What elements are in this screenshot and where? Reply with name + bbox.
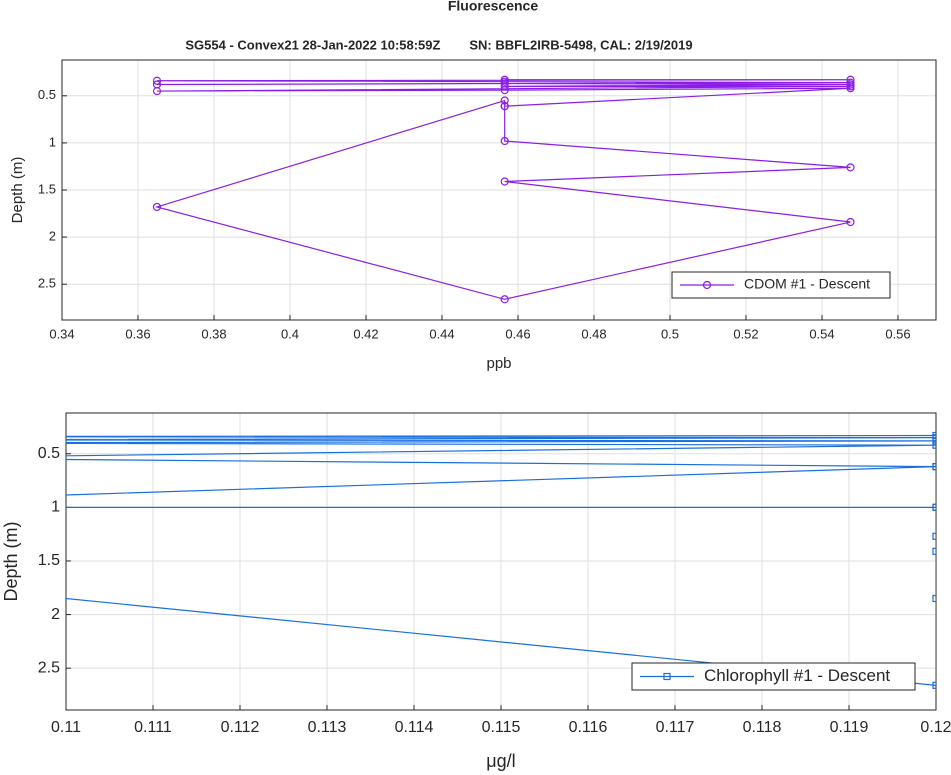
x-tick-label: 0.34 (49, 326, 74, 341)
y-tick-label: 1 (51, 499, 60, 516)
x-tick-label: 0.36 (125, 326, 150, 341)
marker (500, 96, 509, 105)
y-tick-label: 1 (49, 134, 56, 149)
marker (500, 86, 509, 95)
x-tick-label: 0.38 (201, 326, 226, 341)
x-tick-label: 0.114 (395, 719, 434, 736)
marker (932, 594, 936, 603)
marker (932, 532, 936, 540)
marker (500, 102, 509, 111)
x-tick-label: 0.46 (505, 326, 530, 341)
x-axis-label: ppb (486, 355, 511, 372)
y-axis-label: Depth (m) (1, 521, 21, 601)
x-tick-label: 0.44 (429, 326, 454, 341)
y-axis-label: Depth (m) (9, 157, 26, 224)
plot-border (61, 59, 937, 321)
x-tick-label: 0.12 (920, 719, 951, 736)
y-tick-label: 2.5 (38, 659, 60, 676)
y-tick-label: 0.5 (38, 445, 60, 462)
y-tick-label: 0.5 (38, 87, 56, 102)
y-tick-label: 2 (49, 229, 56, 244)
x-tick-label: 0.42 (353, 326, 378, 341)
marker (932, 547, 936, 555)
marker (932, 441, 936, 449)
marker (152, 86, 162, 96)
x-tick-label: 0.4 (281, 326, 299, 341)
legend-label: CDOM #1 - Descent (744, 276, 870, 292)
marker (500, 177, 509, 186)
x-tick-label: 0.112 (221, 719, 260, 736)
x-tick-label: 0.52 (733, 326, 758, 341)
x-tick-label: 0.116 (569, 719, 608, 736)
marker (932, 437, 936, 445)
x-axis-label: μg/l (486, 751, 515, 771)
legend-label: Chlorophyll #1 - Descent (704, 666, 890, 685)
marker (500, 82, 509, 91)
x-tick-label: 0.119 (830, 719, 869, 736)
x-tick-label: 0.118 (743, 719, 782, 736)
x-tick-label: 0.11 (51, 719, 81, 736)
x-tick-label: 0.48 (581, 326, 606, 341)
legend-marker (663, 672, 671, 681)
marker (152, 202, 162, 212)
figure-subtitle: SG554 - Convex21 28-Jan-2022 10:58:59Z S… (185, 37, 692, 52)
marker (846, 163, 855, 172)
marker (846, 217, 855, 227)
x-tick-label: 0.117 (656, 719, 695, 736)
marker (932, 503, 936, 511)
x-tick-label: 0.56 (885, 326, 910, 341)
marker (932, 681, 936, 689)
plot-content (152, 75, 855, 304)
plot-content (66, 431, 936, 689)
x-tick-label: 0.5 (661, 326, 679, 341)
legend-marker (702, 280, 712, 290)
marker (932, 463, 936, 471)
marker (500, 136, 509, 146)
marker (152, 76, 162, 85)
y-tick-label: 1.5 (38, 552, 60, 569)
y-tick-label: 2 (51, 606, 60, 623)
marker (846, 84, 855, 93)
y-tick-label: 1.5 (38, 181, 56, 196)
x-tick-label: 0.113 (308, 719, 347, 736)
x-tick-label: 0.54 (809, 326, 834, 341)
marker (500, 295, 509, 304)
series-line (154, 79, 851, 300)
x-tick-label: 0.111 (134, 719, 172, 736)
figure-title: Fluorescence (448, 0, 538, 14)
y-tick-label: 2.5 (38, 276, 56, 291)
x-tick-label: 0.115 (482, 719, 521, 736)
